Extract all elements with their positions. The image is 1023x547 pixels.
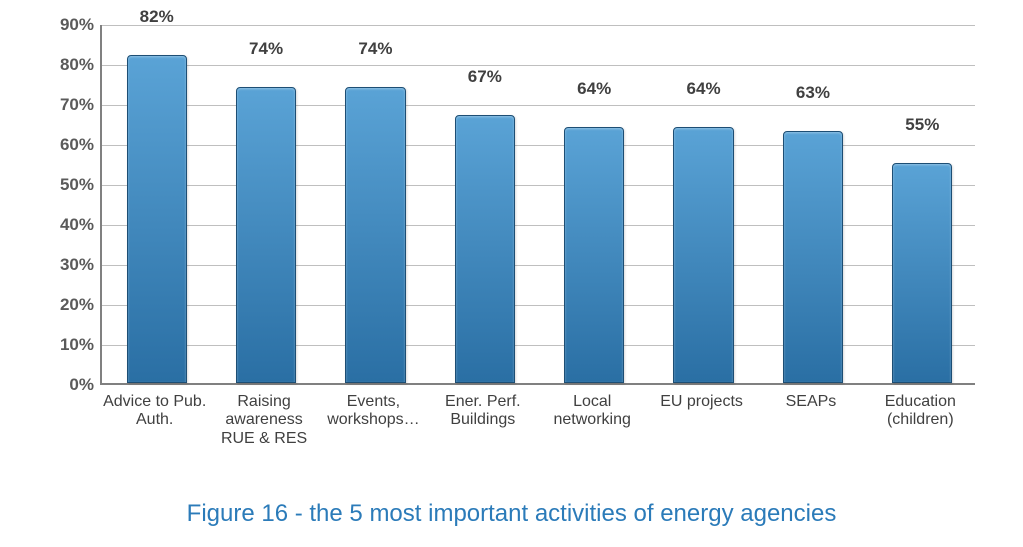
bar-value-label: 64% bbox=[649, 79, 758, 103]
bar-value-label: 64% bbox=[540, 79, 649, 103]
bar bbox=[236, 87, 296, 383]
bar-chart: 0%10%20%30%40%50%60%70%80%90% 82%74%74%6… bbox=[45, 15, 985, 470]
y-axis: 0%10%20%30%40%50%60%70%80%90% bbox=[45, 25, 100, 385]
x-tick-label: Advice to Pub. Auth. bbox=[100, 393, 209, 430]
bar bbox=[345, 87, 405, 383]
y-tick-label: 20% bbox=[44, 295, 94, 315]
bar bbox=[127, 55, 187, 383]
y-tick-label: 70% bbox=[44, 95, 94, 115]
bar-slot: 64% bbox=[649, 25, 758, 383]
x-tick-label: Ener. Perf. Buildings bbox=[428, 393, 537, 430]
bar-slot: 82% bbox=[102, 25, 211, 383]
x-tick-label: Education (children) bbox=[866, 393, 975, 430]
bar-slot: 67% bbox=[430, 25, 539, 383]
bar-value-label: 55% bbox=[868, 115, 977, 139]
bar-value-label: 82% bbox=[102, 7, 211, 31]
x-tick-label: Local networking bbox=[538, 393, 647, 430]
bar-slot: 63% bbox=[758, 25, 867, 383]
x-tick-label: Events, workshops… bbox=[319, 393, 428, 430]
y-tick-label: 90% bbox=[44, 15, 94, 35]
bar-slot: 55% bbox=[868, 25, 977, 383]
plot-area: 82%74%74%67%64%64%63%55% bbox=[100, 25, 975, 385]
bar bbox=[892, 163, 952, 383]
bar bbox=[564, 127, 624, 383]
x-tick-label: Raising awareness RUE & RES bbox=[209, 393, 318, 448]
y-tick-label: 40% bbox=[44, 215, 94, 235]
x-tick-label: EU projects bbox=[647, 393, 756, 411]
bar-value-label: 74% bbox=[211, 39, 320, 63]
bar-value-label: 67% bbox=[430, 67, 539, 91]
bar-slot: 74% bbox=[211, 25, 320, 383]
y-tick-label: 0% bbox=[44, 375, 94, 395]
x-axis: Advice to Pub. Auth.Raising awareness RU… bbox=[100, 387, 975, 467]
bar-value-label: 74% bbox=[321, 39, 430, 63]
figure-caption: Figure 16 - the 5 most important activit… bbox=[0, 500, 1023, 528]
y-tick-label: 30% bbox=[44, 255, 94, 275]
y-tick-label: 60% bbox=[44, 135, 94, 155]
bar-value-label: 63% bbox=[758, 83, 867, 107]
y-tick-label: 10% bbox=[44, 335, 94, 355]
x-tick-label: SEAPs bbox=[756, 393, 865, 411]
y-tick-label: 80% bbox=[44, 55, 94, 75]
bar bbox=[455, 115, 515, 383]
bar-slot: 74% bbox=[321, 25, 430, 383]
y-tick-label: 50% bbox=[44, 175, 94, 195]
bar bbox=[673, 127, 733, 383]
bar-slot: 64% bbox=[540, 25, 649, 383]
bar bbox=[783, 131, 843, 383]
